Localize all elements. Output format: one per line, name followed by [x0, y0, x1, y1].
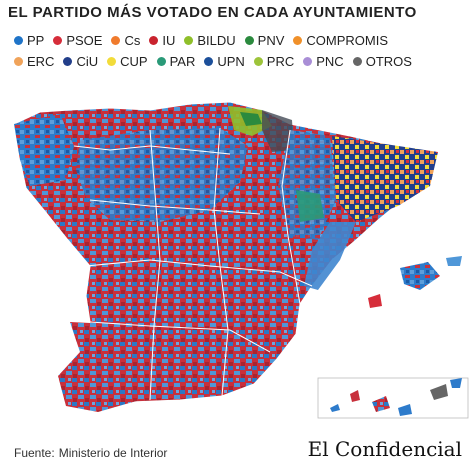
legend-item-cs: Cs — [111, 33, 140, 48]
source-text: Ministerio de Interior — [58, 446, 168, 460]
legend-label: COMPROMIS — [306, 33, 389, 48]
legend-item-upn: UPN — [204, 54, 245, 69]
legend-dot — [53, 36, 63, 45]
legend-label: Cs — [124, 33, 141, 48]
legend-label: PSOE — [66, 33, 103, 48]
legend-label: IU — [162, 33, 176, 48]
legend-item-pnv: PNV — [244, 33, 285, 48]
legend-label: PP — [27, 33, 45, 48]
navarra-region — [262, 110, 294, 152]
legend-dot — [107, 57, 117, 66]
legend-item-psoe: PSOE — [53, 33, 102, 48]
legend-dot — [352, 57, 362, 66]
legend-row-1: PP PSOE Cs IU BILDU PNV COMPROMIS — [14, 30, 464, 51]
legend-dot — [184, 36, 194, 45]
legend-item-pnc: PNC — [303, 54, 344, 69]
map-title: EL PARTIDO MÁS VOTADO EN CADA AYUNTAMIEN… — [8, 4, 417, 21]
el-confidencial-logo: El Confidencial — [307, 437, 462, 461]
legend-label: CUP — [120, 54, 148, 69]
legend-dot — [303, 57, 313, 66]
legend-item-compromis: COMPROMIS — [293, 33, 388, 48]
legend-dot — [63, 57, 73, 66]
party-legend: PP PSOE Cs IU BILDU PNV COMPROMIS ERC Ci… — [14, 30, 464, 72]
legend-item-cup: CUP — [107, 54, 148, 69]
legend-label: PNC — [316, 54, 344, 69]
legend-label: ERC — [27, 54, 55, 69]
source-prefix: Fuente: — [14, 446, 55, 460]
valencia-region — [304, 222, 356, 290]
canary-island-5 — [430, 384, 448, 400]
legend-label: PAR — [169, 54, 196, 69]
legend-item-pp: PP — [14, 33, 44, 48]
legend-item-otros: OTROS — [352, 54, 412, 69]
legend-row-2: ERC CiU CUP PAR UPN PRC PNC OTROS — [14, 51, 464, 72]
andalusia-region — [58, 322, 270, 412]
pnv-patches — [240, 112, 262, 126]
legend-dot — [204, 57, 214, 66]
legend-dot — [14, 57, 23, 66]
legend-item-erc: ERC — [14, 54, 54, 69]
spain-municipal-map — [13, 101, 469, 419]
legend-label: PRC — [266, 54, 295, 69]
ibiza — [368, 294, 382, 308]
galicia-region — [14, 114, 74, 186]
canary-island-6 — [450, 378, 462, 388]
canary-island-4 — [398, 404, 412, 416]
legend-label: OTROS — [365, 54, 412, 69]
legend-label: CiU — [76, 54, 99, 69]
source-note: Fuente: Ministerio de Interior — [14, 446, 167, 460]
legend-dot — [244, 36, 254, 45]
legend-dot — [14, 36, 23, 45]
catalonia-region — [332, 136, 438, 222]
legend-dot — [293, 36, 303, 45]
mallorca — [400, 262, 440, 290]
legend-dot — [111, 36, 121, 45]
menorca — [446, 256, 462, 266]
canary-island-2 — [350, 390, 360, 402]
legend-item-par: PAR — [156, 54, 196, 69]
legend-item-iu: IU — [149, 33, 175, 48]
canary-island-3 — [372, 396, 390, 412]
legend-item-ciu: CiU — [63, 54, 98, 69]
legend-item-prc: PRC — [253, 54, 295, 69]
legend-dot — [156, 57, 166, 66]
par-patches — [296, 190, 324, 222]
legend-dot — [149, 36, 159, 45]
legend-label: UPN — [217, 54, 245, 69]
legend-label: BILDU — [197, 33, 236, 48]
legend-label: PNV — [257, 33, 285, 48]
province-borders — [73, 127, 313, 401]
legend-item-bildu: BILDU — [184, 33, 236, 48]
legend-dot — [253, 57, 263, 66]
canary-island-1 — [330, 404, 340, 412]
canary-inset-frame — [317, 377, 469, 419]
